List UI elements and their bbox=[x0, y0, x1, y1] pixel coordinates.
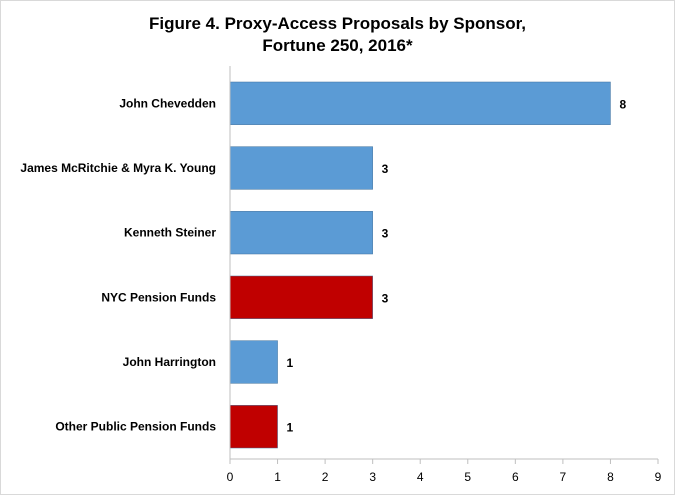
bar-4 bbox=[229, 340, 278, 384]
category-label-1: James McRitchie & Myra K. Young bbox=[20, 161, 216, 175]
data-label-4: 1 bbox=[287, 356, 294, 370]
bar-2 bbox=[229, 211, 373, 255]
bar-3 bbox=[229, 275, 373, 319]
chart-title-line-1: Figure 4. Proxy-Access Proposals by Spon… bbox=[149, 14, 526, 33]
x-tick-label-7: 7 bbox=[560, 470, 567, 484]
bar-1 bbox=[229, 146, 373, 190]
data-label-1: 3 bbox=[382, 162, 389, 176]
x-tick-label-4: 4 bbox=[417, 470, 424, 484]
x-tick-label-2: 2 bbox=[322, 470, 329, 484]
x-tick-label-1: 1 bbox=[274, 470, 281, 484]
bar-0 bbox=[229, 81, 611, 125]
category-label-3: NYC Pension Funds bbox=[101, 290, 216, 304]
x-tick-label-5: 5 bbox=[464, 470, 471, 484]
category-label-2: Kenneth Steiner bbox=[124, 226, 216, 240]
x-tick-label-6: 6 bbox=[512, 470, 519, 484]
data-label-0: 8 bbox=[619, 97, 626, 111]
x-tick-label-9: 9 bbox=[655, 470, 662, 484]
chart-title-line-2: Fortune 250, 2016* bbox=[262, 36, 413, 55]
bar-5 bbox=[229, 405, 278, 449]
data-label-5: 1 bbox=[287, 421, 294, 435]
category-label-5: Other Public Pension Funds bbox=[55, 420, 216, 434]
data-label-2: 3 bbox=[382, 227, 389, 241]
x-tick-label-0: 0 bbox=[227, 470, 234, 484]
category-label-0: John Chevedden bbox=[119, 96, 216, 110]
x-tick-label-3: 3 bbox=[369, 470, 376, 484]
data-label-3: 3 bbox=[382, 291, 389, 305]
category-label-4: John Harrington bbox=[123, 355, 216, 369]
chart-title: Figure 4. Proxy-Access Proposals by Spon… bbox=[1, 13, 674, 57]
x-tick-label-8: 8 bbox=[607, 470, 614, 484]
